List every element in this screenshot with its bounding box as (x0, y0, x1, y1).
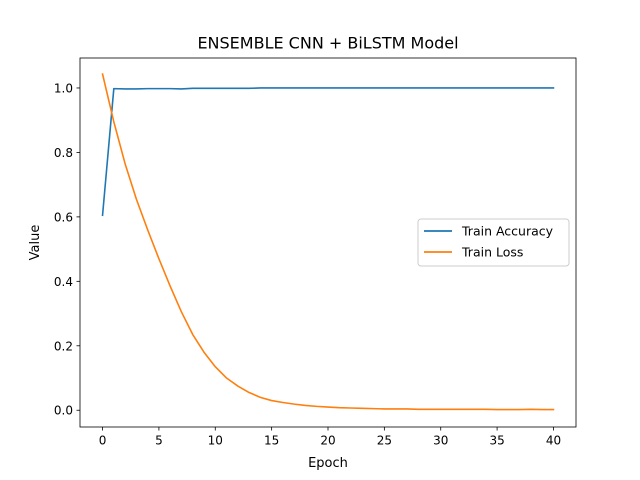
y-tick-label-0-6: 0.6 (54, 210, 73, 224)
x-tick-label-15: 15 (264, 434, 279, 448)
x-tick-label-30: 30 (433, 434, 448, 448)
x-tick-label-25: 25 (377, 434, 392, 448)
y-tick-label-0-2: 0.2 (54, 339, 73, 353)
legend-label-train-accuracy: Train Accuracy (461, 224, 554, 239)
x-tick-label-10: 10 (208, 434, 223, 448)
y-axis-label: Value (28, 225, 43, 261)
legend-label-train-loss: Train Loss (461, 245, 523, 260)
y-tick-label-0-8: 0.8 (54, 146, 73, 160)
x-tick-label-35: 35 (489, 434, 504, 448)
legend-box (417, 218, 570, 267)
x-tick-label-40: 40 (546, 434, 561, 448)
plot-frame (79, 57, 577, 428)
x-axis-label: Epoch (308, 456, 348, 471)
chart-title: ENSEMBLE CNN + BiLSTM Model (197, 34, 458, 53)
x-tick-label-5: 5 (155, 434, 163, 448)
series-line-train-accuracy (101, 87, 555, 217)
series-layer (101, 73, 555, 411)
tick-layer: 0 5 10 15 20 25 30 35 40 0.0 0.2 0.4 0.6 0.8 1.0 (54, 81, 561, 447)
y-tick-label-0-4: 0.4 (54, 275, 73, 289)
series-line-train-loss (101, 73, 555, 411)
x-tick-label-20: 20 (320, 434, 335, 448)
y-tick-label-1-0: 1.0 (54, 81, 73, 95)
y-tick-label-0-0: 0.0 (54, 404, 73, 418)
legend: Train Accuracy Train Loss (417, 218, 570, 267)
x-tick-label-0: 0 (99, 434, 107, 448)
